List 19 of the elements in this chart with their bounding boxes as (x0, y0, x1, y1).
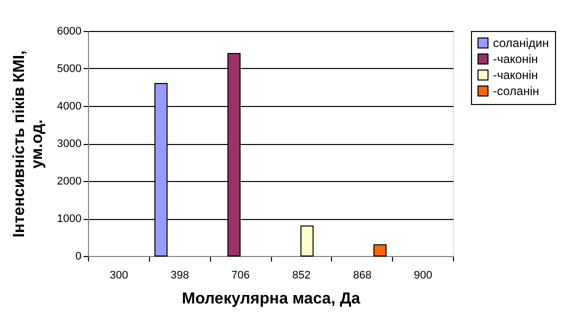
x-tick-label: 706 (231, 270, 250, 282)
y-tick-label: 5000 (57, 63, 82, 75)
legend-label: соланідин (493, 36, 549, 50)
x-tick-label: 398 (170, 270, 189, 282)
y-tick-label: 4000 (57, 100, 82, 112)
x-tick-label: 900 (414, 270, 432, 282)
x-tick-label: 868 (353, 270, 372, 282)
y-tick-label: 0 (75, 250, 82, 262)
x-axis-title: Молекулярна маса, Да (182, 290, 360, 308)
y-tick-label: 1000 (57, 213, 82, 225)
legend-label: -чаконін (493, 68, 538, 82)
x-tick-label: 300 (110, 270, 128, 282)
y-tick-label: 2000 (57, 176, 82, 188)
y-axis-title: Інтенсивність піків КМІ, ум.од. (11, 50, 46, 238)
legend-label: -чаконін (493, 52, 538, 66)
legend-label: -соланін (493, 84, 540, 98)
x-tick-label: 852 (292, 270, 311, 282)
y-tick-label: 6000 (57, 26, 82, 38)
y-tick-label: 3000 (57, 138, 82, 150)
